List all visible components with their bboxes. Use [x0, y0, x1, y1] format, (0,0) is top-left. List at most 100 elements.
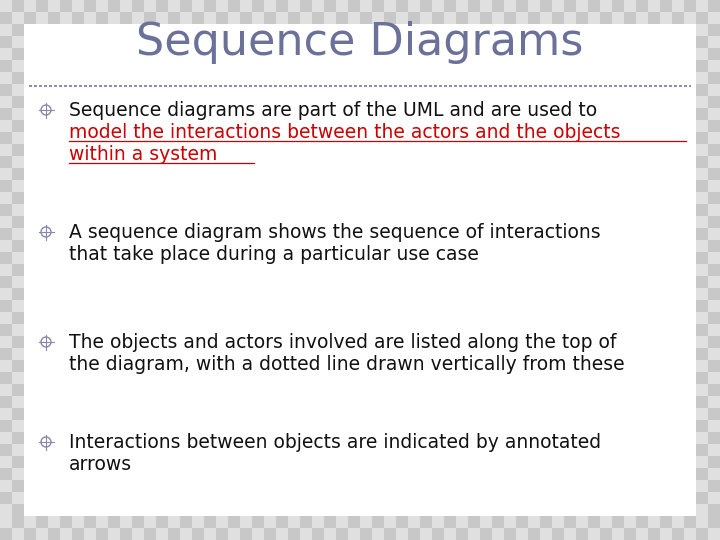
Bar [0, 504, 12, 516]
Bar [468, 528, 480, 540]
Bar [12, 396, 24, 408]
Bar [564, 516, 576, 528]
Bar [408, 0, 420, 12]
Bar [216, 12, 228, 24]
Bar [84, 12, 96, 24]
Bar [24, 516, 36, 528]
Bar [696, 12, 708, 24]
Bar [492, 516, 504, 528]
Bar [708, 132, 720, 144]
Bar [588, 12, 600, 24]
Bar [156, 528, 168, 540]
Bar [696, 372, 708, 384]
Bar [228, 12, 240, 24]
Bar [0, 384, 12, 396]
Bar [72, 516, 84, 528]
Bar [696, 420, 708, 432]
Bar [408, 528, 420, 540]
Bar [660, 516, 672, 528]
Bar [0, 516, 12, 528]
Bar [288, 516, 300, 528]
Bar [696, 336, 708, 348]
Bar [60, 12, 72, 24]
Bar [0, 408, 12, 420]
Bar [120, 12, 132, 24]
Bar [672, 528, 684, 540]
Bar [0, 492, 12, 504]
Bar [12, 468, 24, 480]
Bar [204, 12, 216, 24]
Bar [696, 528, 708, 540]
Bar [96, 516, 108, 528]
Bar [144, 12, 156, 24]
Bar [696, 240, 708, 252]
Bar [84, 528, 96, 540]
Bar [576, 516, 588, 528]
Bar [264, 528, 276, 540]
Bar [696, 468, 708, 480]
Bar [0, 396, 12, 408]
Bar [0, 456, 12, 468]
Bar [684, 12, 696, 24]
Bar [0, 180, 12, 192]
Bar [372, 516, 384, 528]
Bar [252, 12, 264, 24]
Bar [0, 132, 12, 144]
Bar [516, 0, 528, 12]
Bar [12, 156, 24, 168]
Bar [396, 0, 408, 12]
Bar [708, 204, 720, 216]
Bar [360, 516, 372, 528]
Bar [480, 516, 492, 528]
Bar [456, 528, 468, 540]
Bar [684, 528, 696, 540]
Bar [36, 516, 48, 528]
Bar [708, 276, 720, 288]
Bar [708, 108, 720, 120]
Bar [324, 528, 336, 540]
Bar [360, 0, 372, 12]
Bar [600, 528, 612, 540]
Bar [0, 48, 12, 60]
Bar [372, 528, 384, 540]
Bar [456, 516, 468, 528]
Bar [12, 516, 24, 528]
Bar [0, 144, 12, 156]
Bar [252, 0, 264, 12]
Bar [684, 0, 696, 12]
Bar [12, 240, 24, 252]
Bar [492, 12, 504, 24]
Bar [696, 252, 708, 264]
Bar [240, 12, 252, 24]
Bar [228, 516, 240, 528]
Bar [696, 516, 708, 528]
Bar [0, 360, 12, 372]
Bar [12, 492, 24, 504]
Bar [0, 300, 12, 312]
Bar [12, 264, 24, 276]
Bar [0, 96, 12, 108]
Bar [696, 24, 708, 36]
Bar [552, 528, 564, 540]
Bar [12, 312, 24, 324]
Bar [0, 168, 12, 180]
Bar [696, 348, 708, 360]
Bar [696, 300, 708, 312]
Bar [12, 324, 24, 336]
Bar [300, 528, 312, 540]
Bar [708, 60, 720, 72]
Bar [300, 0, 312, 12]
Bar [288, 528, 300, 540]
Bar [0, 252, 12, 264]
Bar [0, 60, 12, 72]
Bar [696, 528, 708, 540]
Bar [228, 528, 240, 540]
Bar [360, 12, 372, 24]
Bar [36, 0, 48, 12]
Bar [528, 0, 540, 12]
Bar [636, 528, 648, 540]
Bar [120, 528, 132, 540]
Text: A sequence diagram shows the sequence of interactions: A sequence diagram shows the sequence of… [69, 222, 600, 241]
Bar [492, 528, 504, 540]
Bar [624, 0, 636, 12]
